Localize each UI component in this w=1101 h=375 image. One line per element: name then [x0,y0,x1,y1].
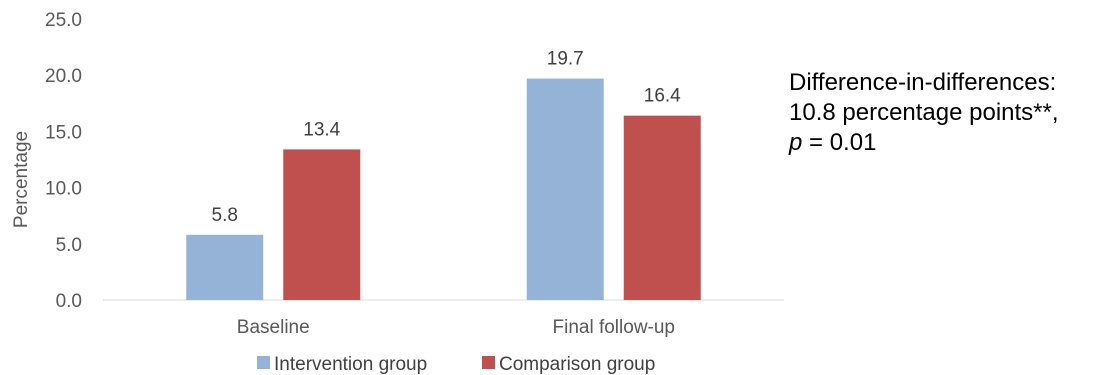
y-tick-label: 0.0 [56,291,82,312]
y-axis-tick-labels: 0.0 5.0 10.0 15.0 20.0 25.0 [45,10,82,312]
x-tick-label: Final follow-up [553,317,676,338]
y-axis-title: Percentage [11,131,32,228]
annotation-line-2: 10.8 percentage points**, [789,99,1059,126]
y-tick-label: 5.0 [56,235,82,256]
legend-label: Intervention group [274,354,427,375]
annotation-line-1: Difference-in-differences: [789,69,1057,96]
legend-label: Comparison group [499,354,655,375]
data-labels: 5.8 13.4 19.7 16.4 [212,49,682,226]
y-tick-label: 20.0 [45,66,82,87]
data-label: 5.8 [212,205,238,226]
did-annotation: Difference-in-differences: 10.8 percenta… [789,68,1099,158]
x-axis-tick-labels: Baseline Final follow-up [237,317,675,338]
bar-comparison-baseline [283,149,361,300]
legend-swatch [257,356,270,369]
data-label: 19.7 [547,49,584,70]
annotation-line-3: p = 0.01 [789,128,1099,158]
legend: Intervention group Comparison group [257,354,655,375]
data-label: 16.4 [644,86,681,107]
bar-comparison-final-follow-up [623,115,701,300]
p-value: = 0.01 [802,129,877,156]
bars [186,78,701,301]
bar-intervention-baseline [186,234,264,300]
y-tick-label: 10.0 [45,179,82,200]
legend-swatch [482,356,495,369]
bar-intervention-final-follow-up [526,78,604,301]
y-tick-label: 25.0 [45,10,82,31]
x-tick-label: Baseline [237,317,310,338]
y-tick-label: 15.0 [45,122,82,143]
p-symbol: p [789,129,803,156]
data-label: 13.4 [303,119,340,140]
